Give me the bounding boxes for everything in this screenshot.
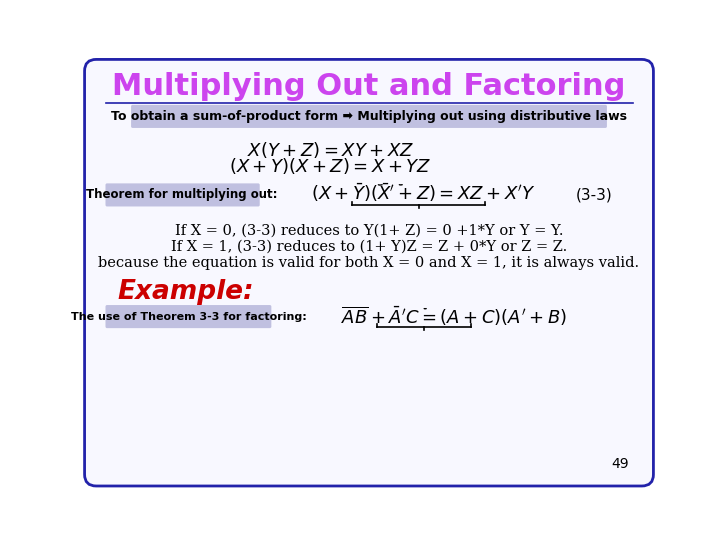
Text: Theorem for multiplying out:: Theorem for multiplying out:: [86, 188, 278, 201]
Text: $(X+\bar{Y})(\bar{X}'+Z)=XZ+X'Y$: $(X+\bar{Y})(\bar{X}'+Z)=XZ+X'Y$: [311, 181, 536, 204]
Text: $(X+Y)(X+Z)=X+YZ$: $(X+Y)(X+Z)=X+YZ$: [229, 157, 431, 177]
Text: (3-3): (3-3): [575, 187, 612, 202]
FancyBboxPatch shape: [106, 305, 271, 328]
Text: To obtain a sum-of-product form ➡ Multiplying out using distributive laws: To obtain a sum-of-product form ➡ Multip…: [111, 110, 627, 123]
Text: Example:: Example:: [117, 279, 253, 305]
FancyBboxPatch shape: [131, 105, 607, 128]
Text: If X = 1, (3-3) reduces to (1+ Y)Z = Z + 0*Y or Z = Z.: If X = 1, (3-3) reduces to (1+ Y)Z = Z +…: [171, 240, 567, 253]
Text: because the equation is valid for both X = 0 and X = 1, it is always valid.: because the equation is valid for both X…: [99, 255, 639, 269]
Text: Multiplying Out and Factoring: Multiplying Out and Factoring: [112, 72, 626, 101]
Text: $\overline{AB}+\bar{A}'C=(A+C)(A'+B)$: $\overline{AB}+\bar{A}'C=(A+C)(A'+B)$: [341, 305, 567, 328]
Text: 49: 49: [611, 457, 629, 471]
FancyBboxPatch shape: [84, 59, 654, 486]
Text: If X = 0, (3-3) reduces to Y(1+ Z) = 0 +1*Y or Y = Y.: If X = 0, (3-3) reduces to Y(1+ Z) = 0 +…: [175, 224, 563, 238]
Text: The use of Theorem 3-3 for factoring:: The use of Theorem 3-3 for factoring:: [71, 312, 306, 322]
Text: $X(Y+Z)=XY+XZ$: $X(Y+Z)=XY+XZ$: [247, 139, 414, 159]
FancyBboxPatch shape: [106, 184, 260, 206]
